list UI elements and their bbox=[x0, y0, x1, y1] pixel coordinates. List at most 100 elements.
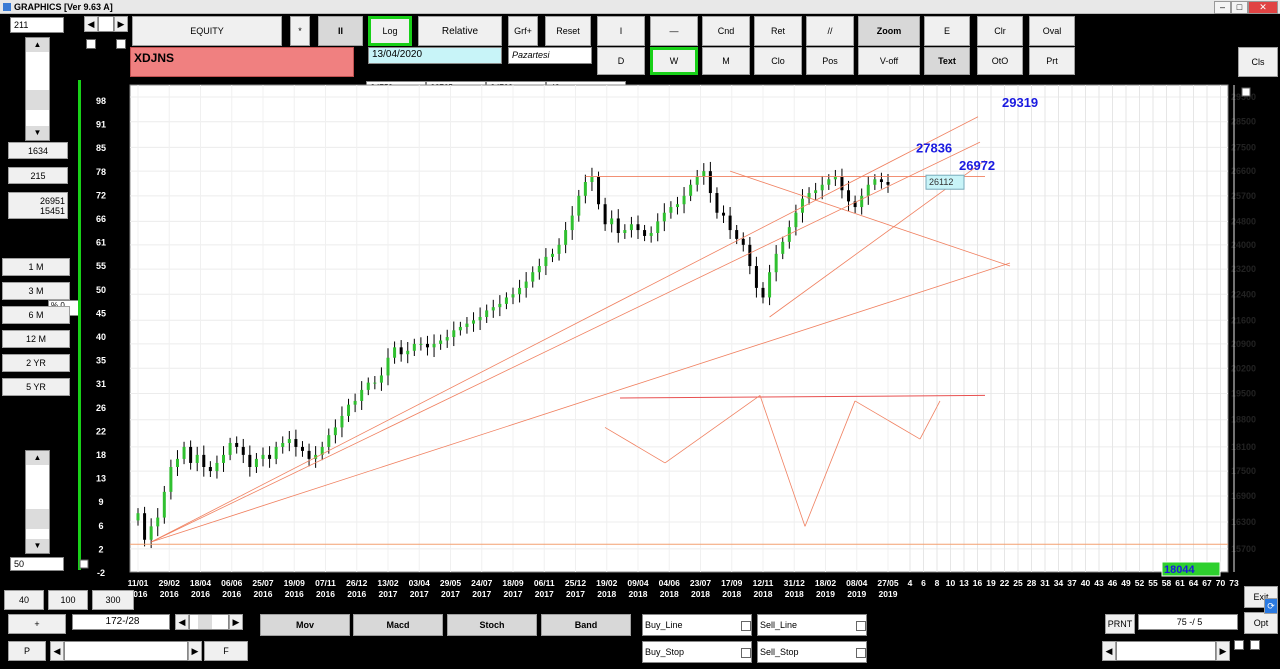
parallel-button[interactable]: // bbox=[806, 16, 854, 46]
equity-button[interactable]: EQUITY bbox=[132, 16, 282, 46]
scroll-thumb[interactable] bbox=[26, 90, 49, 110]
reset-button[interactable]: Reset bbox=[545, 16, 591, 46]
top-value-field[interactable]: 211 bbox=[10, 17, 64, 33]
oval-button[interactable]: Oval bbox=[1029, 16, 1075, 46]
candle-body bbox=[175, 458, 179, 467]
left-scrollbar-bottom[interactable]: ▲ ▼ bbox=[25, 450, 50, 554]
zoom-100-button[interactable]: 100 bbox=[48, 590, 88, 610]
band-button[interactable]: Band bbox=[541, 614, 631, 636]
period-1m-button[interactable]: 1 M bbox=[2, 258, 70, 276]
price-chart[interactable]: %9891857872666155504540353126221813962-2… bbox=[78, 80, 1280, 598]
candle-body bbox=[735, 230, 739, 239]
right-scroll-left-button[interactable]: ◀ bbox=[1102, 641, 1116, 661]
close-button[interactable]: ✕ bbox=[1248, 1, 1278, 14]
date-field[interactable]: 13/04/2020 bbox=[368, 47, 502, 64]
buy-line-box[interactable]: Buy_Line bbox=[642, 614, 752, 636]
buy-stop-checkbox[interactable] bbox=[741, 648, 751, 658]
range-field[interactable]: 172-/28 bbox=[72, 614, 170, 630]
high-value: 26951 bbox=[39, 195, 65, 206]
sell-line-checkbox[interactable] bbox=[856, 621, 866, 631]
nav-left-button[interactable]: ◀ bbox=[84, 16, 98, 32]
star-button[interactable]: * bbox=[290, 16, 310, 46]
scroll-thumb[interactable] bbox=[26, 509, 49, 529]
period-2yr-button[interactable]: 2 YR bbox=[2, 354, 70, 372]
macd-button[interactable]: Macd bbox=[353, 614, 443, 636]
zoom-40-button[interactable]: 40 bbox=[4, 590, 44, 610]
option-checkbox-1[interactable] bbox=[1234, 640, 1244, 650]
candle-body bbox=[800, 198, 804, 213]
scroll-right-button[interactable]: ▶ bbox=[188, 641, 202, 661]
date-tick-label: 18/04 bbox=[190, 578, 212, 588]
oto-button[interactable]: OtO bbox=[977, 47, 1023, 75]
candle-body bbox=[814, 190, 818, 194]
candle-body bbox=[222, 454, 226, 463]
range-track[interactable] bbox=[189, 614, 229, 630]
bottom-value-field[interactable]: 50 bbox=[10, 557, 64, 571]
prnt-button[interactable]: PRNT bbox=[1105, 614, 1135, 634]
sell-stop-checkbox[interactable] bbox=[856, 648, 866, 658]
right-scroll-right-button[interactable]: ▶ bbox=[1216, 641, 1230, 661]
right-scroll-track[interactable] bbox=[1116, 641, 1216, 661]
buy-line-checkbox[interactable] bbox=[741, 621, 751, 631]
relative-button[interactable]: Relative bbox=[418, 16, 502, 46]
text-button[interactable]: Text bbox=[924, 47, 970, 75]
zoom-300-button[interactable]: 300 bbox=[92, 590, 134, 610]
f-button[interactable]: F bbox=[204, 641, 248, 661]
e-button[interactable]: E bbox=[924, 16, 970, 46]
stoch-button[interactable]: Stoch bbox=[447, 614, 537, 636]
log-button[interactable]: Log bbox=[368, 16, 412, 46]
voff-button[interactable]: V-off bbox=[858, 47, 920, 75]
range-left-button[interactable]: ◀ bbox=[175, 614, 189, 630]
scroll-left-button[interactable]: ◀ bbox=[50, 641, 64, 661]
plus-button[interactable]: + bbox=[8, 614, 66, 634]
zoom-button[interactable]: Zoom bbox=[858, 16, 920, 46]
sell-line-box[interactable]: Sell_Line bbox=[757, 614, 867, 636]
hline-button[interactable]: — bbox=[650, 16, 698, 46]
mov-button[interactable]: Mov bbox=[260, 614, 350, 636]
left-scrollbar-top[interactable]: ▲ ▼ bbox=[25, 37, 50, 141]
pos-button[interactable]: Pos bbox=[806, 47, 854, 75]
nav-track[interactable] bbox=[98, 16, 114, 32]
ret-button[interactable]: Ret bbox=[754, 16, 802, 46]
scroll-up-icon[interactable]: ▲ bbox=[26, 38, 49, 52]
period-3m-button[interactable]: 3 M bbox=[2, 282, 70, 300]
candle-body bbox=[754, 266, 758, 288]
period-6m-button[interactable]: 6 M bbox=[2, 306, 70, 324]
cls-button[interactable]: Cls bbox=[1238, 47, 1278, 77]
option-checkbox-2[interactable] bbox=[1250, 640, 1260, 650]
daily-button[interactable]: D bbox=[597, 47, 645, 75]
cnd-button[interactable]: Cnd bbox=[702, 16, 750, 46]
clo-button[interactable]: Clo bbox=[754, 47, 802, 75]
grf-button[interactable]: Grf+ bbox=[508, 16, 538, 46]
i-button[interactable]: I bbox=[597, 16, 645, 46]
prt-button[interactable]: Prt bbox=[1029, 47, 1075, 75]
trend-line bbox=[151, 262, 1011, 543]
pause-button[interactable]: II bbox=[318, 16, 363, 46]
scroll-down-icon[interactable]: ▼ bbox=[26, 539, 49, 553]
maximize-button[interactable]: □ bbox=[1231, 1, 1248, 14]
nav-right-button[interactable]: ▶ bbox=[114, 16, 128, 32]
percent-tick-label: 6 bbox=[98, 521, 103, 531]
bottom-scroll-track[interactable] bbox=[64, 641, 188, 661]
candle-body bbox=[498, 303, 502, 308]
scroll-down-icon[interactable]: ▼ bbox=[26, 126, 49, 140]
buy-stop-box[interactable]: Buy_Stop bbox=[642, 641, 752, 663]
clr-button[interactable]: Clr bbox=[977, 16, 1023, 46]
period-12m-button[interactable]: 12 M bbox=[2, 330, 70, 348]
period-5yr-button[interactable]: 5 YR bbox=[2, 378, 70, 396]
minimize-button[interactable]: – bbox=[1214, 1, 1231, 14]
sell-stop-box[interactable]: Sell_Stop bbox=[757, 641, 867, 663]
scroll-up-icon[interactable]: ▲ bbox=[26, 451, 49, 465]
zigzag-line bbox=[804, 400, 856, 527]
weekly-button[interactable]: W bbox=[650, 47, 698, 75]
symbol-field[interactable]: XDJNS bbox=[130, 47, 354, 77]
opt-button[interactable]: Opt bbox=[1244, 612, 1278, 634]
sync-icon[interactable]: ⟳ bbox=[1264, 598, 1278, 614]
monthly-button[interactable]: M bbox=[702, 47, 750, 75]
checkbox-a[interactable] bbox=[86, 39, 96, 49]
price-tick-label: 20200 bbox=[1231, 363, 1256, 373]
p-button[interactable]: P bbox=[8, 641, 46, 661]
range-right-button[interactable]: ▶ bbox=[229, 614, 243, 630]
future-tick-label: 55 bbox=[1148, 578, 1158, 588]
checkbox-b[interactable] bbox=[116, 39, 126, 49]
